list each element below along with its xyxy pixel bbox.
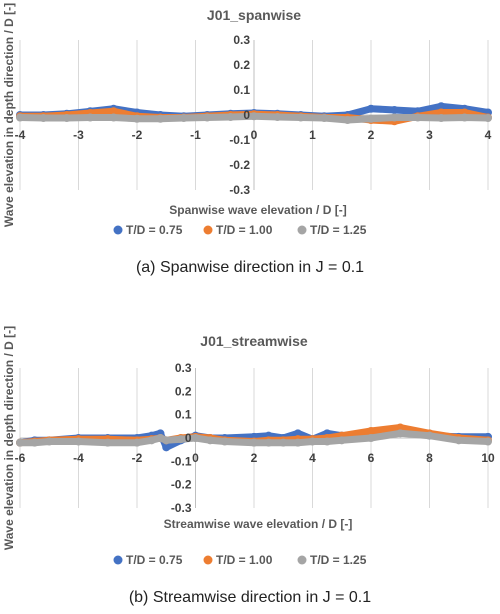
- spanwise-x-tick-label: -1: [190, 128, 201, 142]
- streamwise-x-tick-label: 4: [309, 451, 316, 465]
- spanwise-y-tick-label: 0.1: [233, 83, 250, 97]
- streamwise-chart-title: J01_streamwise: [200, 333, 308, 349]
- spanwise-legend-label-2: T/D = 1.00: [216, 223, 273, 237]
- spanwise-y-tick-label: 0: [243, 108, 250, 122]
- spanwise-legend-label-1: T/D = 0.75: [126, 223, 183, 237]
- streamwise-x-tick-label: 2: [251, 451, 258, 465]
- spanwise-y-tick-label: 0.2: [233, 58, 250, 72]
- spanwise-y-tick-label: 0.3: [233, 33, 250, 47]
- spanwise-y-tick-label: -0.2: [229, 158, 250, 172]
- spanwise-x-tick-label: -2: [132, 128, 143, 142]
- spanwise-y-tick-label: -0.1: [229, 133, 250, 147]
- streamwise-x-tick-label: 6: [368, 451, 375, 465]
- spanwise-x-tick-label: 2: [368, 128, 375, 142]
- spanwise-chart-title: J01_spanwise: [207, 7, 301, 23]
- spanwise-x-tick-label: -3: [73, 128, 84, 142]
- streamwise-legend-label-3: T/D = 1.25: [310, 553, 367, 567]
- streamwise-y-axis-title: Wave elevation in depth direction / D [-…: [2, 326, 16, 550]
- streamwise-y-tick-label: 0.1: [175, 408, 192, 422]
- streamwise-legend-label-2: T/D = 1.00: [216, 553, 273, 567]
- streamwise-y-tick-label: 0: [185, 431, 192, 445]
- streamwise-x-axis-title: Streamwise wave elevation / D [-]: [164, 517, 353, 531]
- streamwise-x-tick-label: -2: [132, 451, 143, 465]
- streamwise-legend-marker-1: [113, 555, 123, 565]
- spanwise-legend-marker-2: [203, 225, 213, 235]
- spanwise-x-tick-label: 3: [426, 128, 433, 142]
- streamwise-x-tick-label: -6: [15, 451, 26, 465]
- streamwise-y-tick-label: 0.3: [175, 361, 192, 375]
- spanwise-series-line-3: [16, 112, 492, 124]
- streamwise-y-tick-label: -0.1: [171, 454, 192, 468]
- streamwise-x-tick-label: 0: [192, 451, 199, 465]
- streamwise-y-tick-label: -0.3: [171, 501, 192, 515]
- streamwise-y-tick-label: -0.2: [171, 478, 192, 492]
- spanwise-caption: (a) Spanwise direction in J = 0.1: [136, 259, 364, 276]
- spanwise-y-tick-label: -0.3: [229, 183, 250, 197]
- streamwise-caption: (b) Streamwise direction in J = 0.1: [129, 589, 371, 606]
- spanwise-x-tick-label: -4: [15, 128, 26, 142]
- streamwise-series-line-3: [16, 429, 492, 447]
- spanwise-x-tick-label: 4: [485, 128, 492, 142]
- streamwise-y-tick-label: 0.2: [175, 384, 192, 398]
- spanwise-legend-marker-3: [297, 225, 307, 235]
- spanwise-x-tick-label: 1: [309, 128, 316, 142]
- streamwise-legend-marker-3: [297, 555, 307, 565]
- streamwise-x-tick-label: 8: [426, 451, 433, 465]
- streamwise-x-tick-label: -4: [73, 451, 84, 465]
- spanwise-y-axis-title: Wave elevation in depth direction / D [-…: [2, 3, 16, 227]
- spanwise-x-axis-title: Spanwise wave elevation / D [-]: [169, 203, 346, 217]
- streamwise-legend-marker-2: [203, 555, 213, 565]
- spanwise-legend-marker-1: [113, 225, 123, 235]
- streamwise-legend-label-1: T/D = 0.75: [126, 553, 183, 567]
- streamwise-x-tick-label: 10: [481, 451, 495, 465]
- spanwise-x-tick-label: 0: [251, 128, 258, 142]
- spanwise-legend-label-3: T/D = 1.25: [310, 223, 367, 237]
